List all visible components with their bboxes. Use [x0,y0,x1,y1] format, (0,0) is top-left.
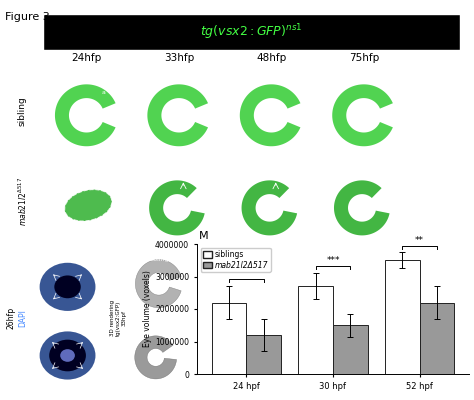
Text: $\it{tg(vsx2:GFP)^{ns1}}$: $\it{tg(vsx2:GFP)^{ns1}}$ [200,22,302,42]
Bar [333,325,368,374]
Text: sibling: sibling [148,257,169,262]
Bar [246,335,281,374]
Polygon shape [55,84,116,146]
Polygon shape [147,84,208,146]
Text: L: L [131,326,137,336]
Text: B: B [47,165,54,175]
Text: 3D rendering
tg(vsx2:GFP)
33hpf: 3D rendering tg(vsx2:GFP) 33hpf [110,300,127,336]
Polygon shape [334,180,390,235]
Text: d: d [112,77,117,82]
Text: DAPI: DAPI [18,309,27,327]
Polygon shape [135,336,176,379]
Text: G: G [324,75,332,85]
Text: D: D [139,165,147,175]
Text: $\it{mab21l2^{Δ517}}$: $\it{mab21l2^{Δ517}}$ [79,326,110,335]
Circle shape [55,276,81,298]
Text: Figure 3: Figure 3 [5,12,49,22]
FancyBboxPatch shape [43,14,460,50]
Text: sibling: sibling [18,96,27,126]
Text: I: I [35,257,37,267]
Text: 33hfp: 33hfp [164,53,194,63]
Text: 75hfp: 75hfp [349,53,379,63]
Circle shape [49,340,86,371]
Text: $\it{mab21l2^{Δ517}}$: $\it{mab21l2^{Δ517}}$ [149,326,182,335]
Text: a: a [101,90,105,94]
Bar [419,302,455,374]
Text: 26hfp: 26hfp [6,307,15,329]
Y-axis label: Eye volume (voxels): Eye volume (voxels) [143,270,152,348]
Ellipse shape [64,190,112,221]
Polygon shape [136,260,181,308]
Text: E: E [232,75,238,85]
Text: K: K [131,257,137,267]
Text: sibling: sibling [91,257,111,262]
Polygon shape [240,84,301,146]
Text: 24hfp: 24hfp [72,53,101,63]
Circle shape [60,349,75,362]
Text: **: ** [415,236,424,245]
Text: J: J [35,326,37,336]
Text: C: C [139,75,146,85]
Bar [385,260,419,374]
Text: $\it{mab21l2^{Δ517}}$: $\it{mab21l2^{Δ517}}$ [16,176,29,226]
Circle shape [40,332,95,380]
Bar [298,286,333,374]
Bar [211,302,246,374]
Text: 48hfp: 48hfp [256,53,286,63]
Text: H: H [324,165,332,175]
Text: v: v [113,92,117,96]
Text: p: p [126,90,130,94]
Legend: siblings, mab21l2Δ517: siblings, mab21l2Δ517 [201,248,271,272]
Text: *: * [244,270,248,278]
Text: ***: *** [326,256,340,266]
Circle shape [40,263,95,311]
Polygon shape [242,180,297,235]
Text: M: M [199,231,209,241]
Text: A: A [47,75,54,85]
Polygon shape [149,180,205,235]
Text: F: F [232,165,237,175]
Polygon shape [332,84,393,146]
